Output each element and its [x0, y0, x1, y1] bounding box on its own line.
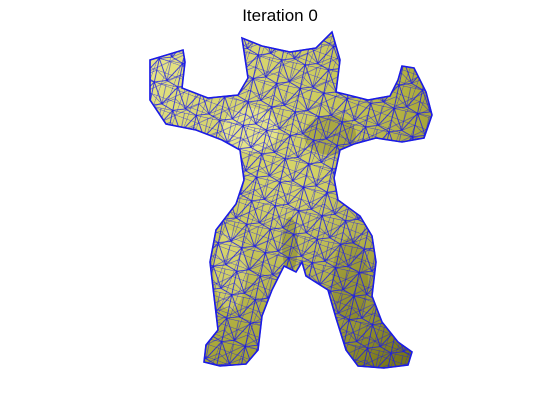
- figure-title: Iteration 0: [242, 6, 318, 25]
